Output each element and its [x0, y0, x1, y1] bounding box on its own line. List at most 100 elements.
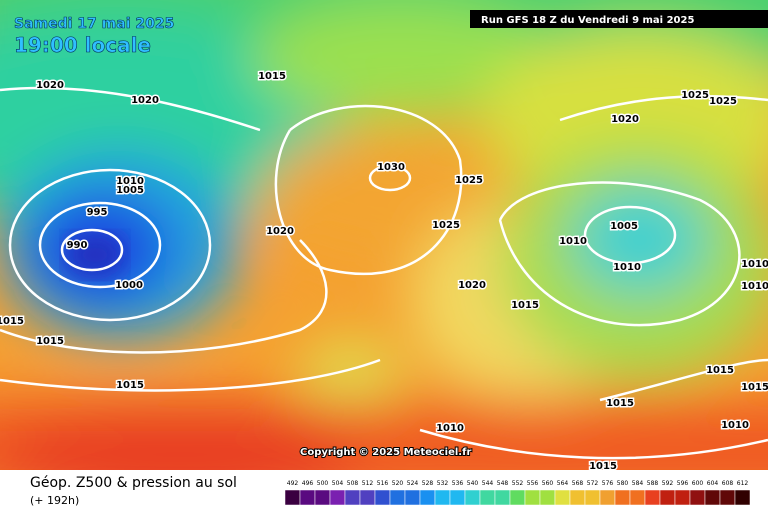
isobar-label: 1015 — [116, 380, 144, 391]
scale-label: 516 — [377, 480, 389, 487]
isobar-label: 1020 — [131, 95, 159, 106]
scale-label: 560 — [542, 480, 554, 487]
scale-label: 524 — [407, 480, 419, 487]
isobars — [0, 86, 768, 460]
isobar-label: 1015 — [511, 300, 539, 311]
scale-label: 596 — [677, 480, 689, 487]
scale-label: 508 — [347, 480, 359, 487]
scale-swatch — [734, 489, 751, 506]
isobar-label: 1010 — [613, 262, 641, 273]
scale-swatch — [479, 489, 496, 506]
scale-label: 536 — [452, 480, 464, 487]
isobar-label: 1005 — [610, 221, 638, 232]
isobar-label: 1020 — [458, 280, 486, 291]
scale-swatch — [419, 489, 436, 506]
scale-swatch — [494, 489, 511, 506]
scale-label: 504 — [332, 480, 344, 487]
isobar-label: 1015 — [706, 365, 734, 376]
scale-swatch — [374, 489, 391, 506]
scale-label: 612 — [737, 480, 749, 487]
scale-swatch — [389, 489, 406, 506]
scale-swatch — [584, 489, 601, 506]
scale-swatch — [329, 489, 346, 506]
scale-label: 548 — [497, 480, 509, 487]
scale-swatch — [344, 489, 361, 506]
isobar-label: 1010 — [116, 176, 144, 187]
isobar-label: 1010 — [741, 281, 768, 292]
scale-label: 532 — [437, 480, 449, 487]
scale-label: 580 — [617, 480, 629, 487]
copyright: Copyright © 2025 Meteociel.fr — [300, 447, 471, 458]
scale-swatch — [509, 489, 526, 506]
isobar-label: 1005 — [116, 185, 144, 196]
isobar-label: 995 — [87, 207, 108, 218]
scale-swatch — [614, 489, 631, 506]
isobar-label: 990 — [67, 240, 88, 251]
footer-title: Géop. Z500 & pression au sol — [30, 475, 237, 491]
footer-lead: (+ 192h) — [30, 494, 79, 507]
scale-swatch — [314, 489, 331, 506]
scale-swatch — [659, 489, 676, 506]
isobar-label: 1000 — [115, 280, 143, 291]
scale-swatch — [719, 489, 736, 506]
run-banner — [470, 10, 768, 28]
scale-swatch — [404, 489, 421, 506]
scale-label: 552 — [512, 480, 524, 487]
time: 19:00 locale — [14, 33, 151, 57]
isobar-label: 1010 — [741, 259, 768, 270]
isobar-label: 1030 — [377, 162, 405, 173]
scale-label: 492 — [287, 480, 299, 487]
color-scale: 492 496 500 504 508 512 516 520 524 528 532 536 540 5… — [284, 480, 751, 506]
scale-swatch — [524, 489, 541, 506]
run-text: Run GFS 18 Z du Vendredi 9 mai 2025 — [481, 15, 694, 26]
scale-swatch — [644, 489, 661, 506]
scale-swatch — [689, 489, 706, 506]
scale-swatch — [434, 489, 451, 506]
scale-label: 556 — [527, 480, 539, 487]
scale-label: 528 — [422, 480, 434, 487]
scale-swatch — [449, 489, 466, 506]
scale-label: 512 — [362, 480, 374, 487]
isobar-label: 1010 — [721, 420, 749, 431]
scale-label: 564 — [557, 480, 569, 487]
isobar-label: 1010 — [559, 236, 587, 247]
scale-swatch — [629, 489, 646, 506]
scale-label: 600 — [692, 480, 704, 487]
scale-swatch — [539, 489, 556, 506]
isobar-label: 1015 — [0, 316, 24, 327]
scale-label: 544 — [482, 480, 494, 487]
scale-swatch — [359, 489, 376, 506]
scale-label: 572 — [587, 480, 599, 487]
scale-label: 608 — [722, 480, 734, 487]
isobar-label: 1020 — [266, 226, 294, 237]
scale-swatch — [554, 489, 571, 506]
scale-label: 568 — [572, 480, 584, 487]
scale-swatch — [599, 489, 616, 506]
isobar-label: 1020 — [611, 114, 639, 125]
isobar-label: 1015 — [258, 71, 286, 82]
scale-label: 604 — [707, 480, 719, 487]
scale-swatch — [464, 489, 481, 506]
isobar-label: 1025 — [681, 90, 709, 101]
isobar-label: 1025 — [709, 96, 737, 107]
scale-swatch — [284, 489, 301, 506]
isobar-label: 1015 — [606, 398, 634, 409]
isobar-label: 1020 — [36, 80, 64, 91]
scale-swatch — [704, 489, 721, 506]
scale-label: 592 — [662, 480, 674, 487]
scale-label: 500 — [317, 480, 329, 487]
scale-label: 576 — [602, 480, 614, 487]
scale-swatch — [299, 489, 316, 506]
scale-label: 588 — [647, 480, 659, 487]
scale-swatch — [569, 489, 586, 506]
scale-label: 496 — [302, 480, 314, 487]
isobar-label: 1025 — [432, 220, 460, 231]
isobar-label: 1025 — [455, 175, 483, 186]
isobar-label: 1015 — [741, 382, 768, 393]
scale-swatch — [674, 489, 691, 506]
date: Samedi 17 mai 2025 — [14, 16, 174, 32]
isobar-label: 1010 — [436, 423, 464, 434]
isobar-labels: 1020102010151010100599599010001015101510… — [0, 70, 768, 474]
